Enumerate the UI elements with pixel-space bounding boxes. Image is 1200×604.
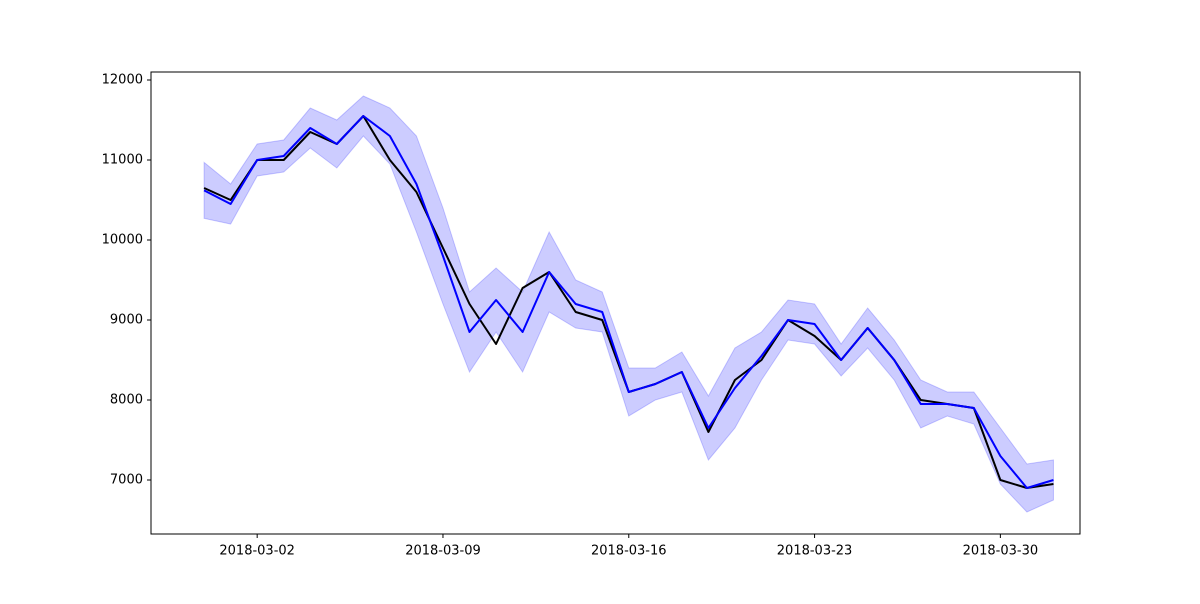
band-area bbox=[203, 95, 1054, 513]
y-tick-label: 7000 bbox=[110, 473, 143, 488]
series-line bbox=[203, 115, 1054, 489]
y-tick-label: 9000 bbox=[110, 313, 143, 328]
x-tick-label: 2018-03-09 bbox=[405, 544, 481, 559]
y-tick-label: 8000 bbox=[110, 393, 143, 408]
y-tick-label: 10000 bbox=[102, 233, 143, 248]
y-tick-label: 12000 bbox=[102, 73, 143, 88]
plot-frame bbox=[150, 71, 1081, 535]
x-tick-label: 2018-03-23 bbox=[777, 544, 853, 559]
x-tick-label: 2018-03-16 bbox=[591, 544, 667, 559]
x-tick-label: 2018-03-02 bbox=[219, 544, 295, 559]
y-tick-label: 11000 bbox=[102, 153, 143, 168]
x-tick-label: 2018-03-30 bbox=[963, 544, 1039, 559]
series-line bbox=[203, 115, 1054, 489]
